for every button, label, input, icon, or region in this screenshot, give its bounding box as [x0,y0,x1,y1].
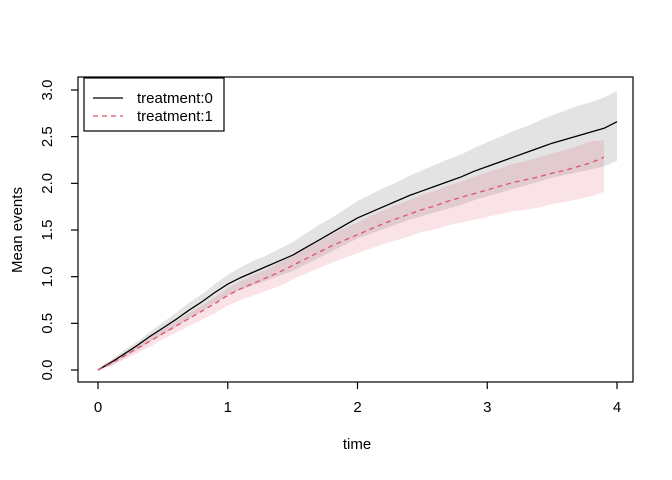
mcf-line-treatment-0 [97,121,618,371]
y-axis-title: Mean events [9,187,26,273]
legend-box [83,77,225,132]
x-tick-label: 0 [94,399,102,416]
y-axis: 0.0 0.5 1.0 1.5 2.0 2.5 3.0 [39,80,78,381]
x-tick-label: 1 [224,399,232,416]
confidence-band-treatment-0 [98,90,617,371]
confidence-bands [98,90,617,371]
legend-label: treatment:1 [137,108,213,125]
x-tick-label: 4 [613,399,621,416]
confidence-band-treatment-1 [98,140,604,370]
x-tick-label: 3 [483,399,491,416]
mcf-lines [97,121,618,371]
y-tick-label: 1.0 [39,266,56,287]
x-axis-title: time [343,436,371,453]
y-tick-label: 2.5 [39,126,56,147]
y-tick-label: 3.0 [39,80,56,101]
y-tick-label: 2.0 [39,173,56,194]
y-tick-label: 0.5 [39,313,56,334]
legend-label: treatment:0 [137,90,213,107]
x-tick-label: 2 [353,399,361,416]
x-axis: 0 1 2 3 4 [94,382,621,416]
y-tick-label: 0.0 [39,360,56,381]
y-tick-label: 1.5 [39,220,56,241]
